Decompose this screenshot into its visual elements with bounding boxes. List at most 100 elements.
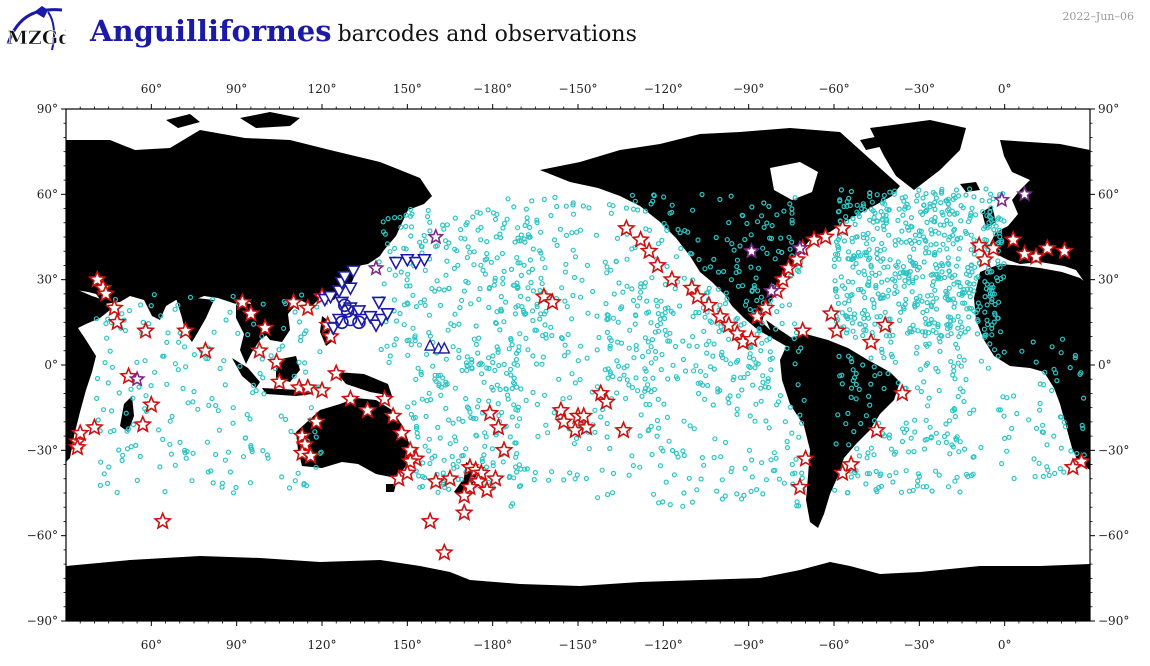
observation-point (980, 209, 986, 215)
observation-point (1058, 350, 1064, 356)
observation-point (896, 274, 902, 280)
observation-point (988, 299, 995, 305)
observation-point (456, 355, 462, 361)
barcode-star-red (477, 480, 497, 499)
observation-point (511, 204, 517, 210)
observation-point (703, 373, 709, 379)
observation-point (457, 305, 463, 311)
observation-point (923, 484, 930, 490)
observation-point (604, 420, 610, 427)
observation-point (680, 356, 687, 363)
barcode-circle (343, 312, 358, 327)
observation-point (514, 451, 520, 457)
observation-point (1032, 473, 1038, 480)
observation-point (966, 186, 973, 192)
observation-point (268, 353, 274, 359)
observation-point (494, 211, 500, 217)
observation-point (514, 225, 521, 231)
observation-point (933, 306, 940, 312)
observation-point (938, 188, 945, 194)
observation-point (947, 451, 953, 457)
observation-point (701, 462, 707, 468)
observation-points (93, 186, 1087, 509)
observation-point (1030, 339, 1036, 345)
observation-point (886, 435, 892, 441)
observation-point (867, 402, 873, 408)
observation-point (391, 342, 397, 348)
observation-point (749, 457, 755, 463)
observation-point (703, 342, 710, 348)
observation-point (668, 308, 674, 314)
observation-point (295, 470, 301, 476)
observation-point (101, 471, 107, 477)
observation-point (470, 415, 476, 421)
observation-point (956, 354, 963, 360)
barcode-circle (340, 304, 355, 318)
barcode-star-red (494, 440, 514, 459)
observation-point (646, 227, 653, 233)
observation-point (913, 274, 919, 281)
observation-point (915, 471, 922, 477)
lon-label-top: 60° (141, 82, 162, 96)
observation-point (530, 288, 537, 294)
observation-point (465, 244, 471, 250)
observation-point (413, 376, 419, 382)
observation-point (695, 390, 702, 397)
observation-point (836, 353, 842, 359)
observation-point (1025, 417, 1032, 423)
barcode-star-red (790, 477, 810, 496)
observation-point (655, 396, 661, 402)
observation-point (645, 339, 651, 345)
observation-point (944, 217, 950, 224)
observation-point (741, 321, 747, 327)
observation-point (169, 413, 175, 419)
observation-point (758, 348, 764, 354)
observation-point (874, 225, 880, 231)
observation-point (450, 461, 456, 468)
observation-point (577, 294, 584, 300)
observation-point (380, 229, 387, 235)
barcode-star-red (741, 329, 762, 348)
observation-point (909, 289, 915, 295)
observation-point (921, 446, 928, 452)
barcode-triangle-down (368, 319, 384, 333)
observation-point (492, 278, 498, 284)
lon-label-bottom: 120° (308, 638, 337, 652)
observation-point (498, 294, 504, 300)
barcode-star-red (596, 391, 617, 411)
observation-point (1031, 456, 1037, 462)
observation-point (863, 481, 869, 487)
observation-point (490, 460, 496, 466)
observation-point (696, 310, 702, 316)
observation-point (506, 346, 512, 352)
observation-point (740, 213, 746, 219)
observation-point (641, 284, 647, 290)
observation-point (148, 303, 154, 309)
lon-label-top: −180° (473, 82, 512, 96)
observation-point (764, 250, 770, 256)
observation-point (907, 237, 913, 243)
observation-point (448, 321, 454, 327)
observation-point (543, 422, 549, 428)
observation-point (758, 385, 764, 391)
observation-point (426, 330, 432, 336)
observation-point (530, 389, 536, 395)
barcode-circle (335, 315, 349, 330)
observation-point (605, 375, 611, 381)
observation-point (586, 205, 592, 211)
observation-point (648, 423, 654, 429)
observation-point (440, 470, 446, 476)
observation-point (526, 269, 532, 275)
observation-point (929, 488, 935, 494)
lon-label-bottom: 90° (226, 638, 247, 652)
observation-point (408, 342, 414, 348)
observation-point (479, 456, 485, 462)
observation-point (213, 403, 219, 409)
observation-point (918, 388, 925, 395)
observation-point (1045, 467, 1051, 473)
observation-point (865, 393, 872, 399)
barcode-star-red (420, 511, 440, 530)
observation-point (645, 387, 652, 393)
observation-point (710, 353, 716, 359)
observation-point (834, 252, 841, 258)
